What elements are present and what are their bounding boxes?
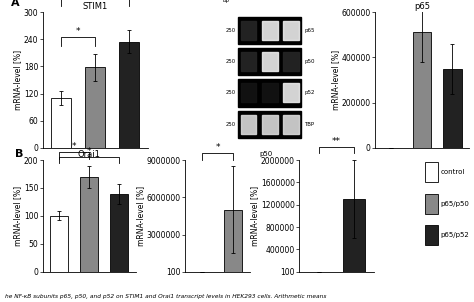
Text: control: control <box>440 169 465 175</box>
Bar <box>262 83 277 102</box>
Y-axis label: mRNA-level [%]: mRNA-level [%] <box>331 50 340 110</box>
Y-axis label: mRNA-level [%]: mRNA-level [%] <box>13 50 22 110</box>
Bar <box>241 21 256 40</box>
Bar <box>425 225 438 245</box>
Y-axis label: mRNA-level [%]: mRNA-level [%] <box>251 186 260 246</box>
Bar <box>241 52 256 71</box>
Text: p65: p65 <box>304 28 315 33</box>
Bar <box>241 83 256 102</box>
Text: **: ** <box>332 137 341 146</box>
Bar <box>51 98 72 148</box>
Title: p65: p65 <box>414 2 430 11</box>
Text: *: * <box>215 143 220 152</box>
Bar <box>238 111 301 138</box>
Bar <box>262 52 277 71</box>
Text: p52: p52 <box>304 90 315 95</box>
Bar <box>344 199 365 272</box>
Text: 250: 250 <box>226 122 236 127</box>
Bar <box>238 79 301 107</box>
Text: p50: p50 <box>304 59 315 64</box>
Y-axis label: mRNA-level [%]: mRNA-level [%] <box>14 186 23 246</box>
Bar <box>110 194 128 272</box>
Text: *: * <box>87 146 91 156</box>
Text: p65/p52: p65/p52 <box>440 232 469 238</box>
Text: B: B <box>15 149 23 159</box>
Bar <box>283 115 299 134</box>
Bar <box>262 115 277 134</box>
Title: Orai1: Orai1 <box>78 150 100 159</box>
Bar <box>85 67 105 148</box>
Bar <box>262 21 277 40</box>
Text: p50: p50 <box>260 151 273 157</box>
Y-axis label: mRNA-level [%]: mRNA-level [%] <box>136 186 145 246</box>
Bar <box>238 48 301 75</box>
Bar <box>413 32 431 148</box>
Text: TBP: TBP <box>304 122 314 127</box>
Bar <box>283 52 299 71</box>
Bar <box>425 194 438 214</box>
Bar <box>283 21 299 40</box>
Bar <box>238 17 301 44</box>
Bar <box>80 177 98 272</box>
Text: A: A <box>11 0 20 8</box>
Bar <box>241 115 256 134</box>
Text: 250: 250 <box>226 59 236 64</box>
Bar <box>224 210 242 272</box>
Text: *: * <box>76 27 81 36</box>
Bar <box>425 162 438 182</box>
Bar <box>119 41 139 148</box>
Text: *: * <box>72 142 76 151</box>
Text: he NF-κB subunits p65, p50, and p52 on STIM1 and Orai1 transcript levels in HEK2: he NF-κB subunits p65, p50, and p52 on S… <box>5 294 326 299</box>
Bar <box>443 69 462 148</box>
Text: p65/p50: p65/p50 <box>440 201 469 207</box>
Title: STIM1: STIM1 <box>82 2 108 11</box>
Bar <box>283 83 299 102</box>
Bar <box>50 216 68 272</box>
Text: 250: 250 <box>226 28 236 33</box>
Text: bp: bp <box>222 0 229 3</box>
Text: 250: 250 <box>226 90 236 95</box>
